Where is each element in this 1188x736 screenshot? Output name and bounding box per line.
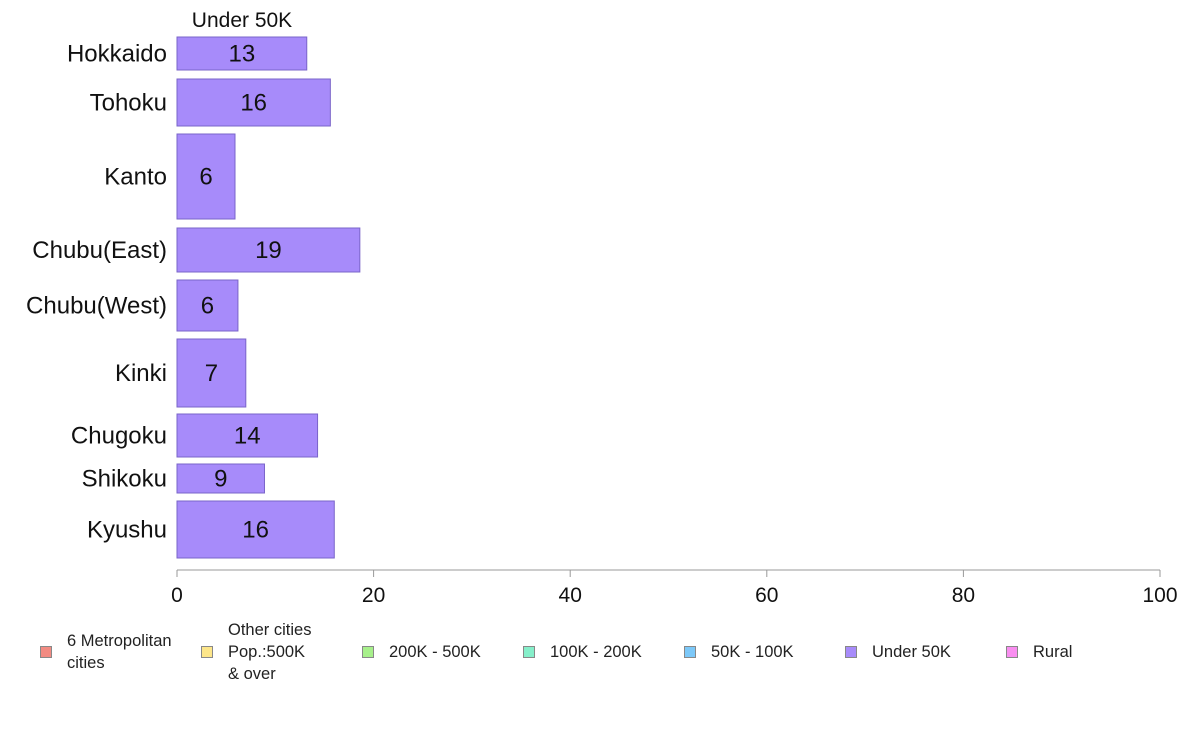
legend-label: 6 Metropolitan cities: [67, 632, 172, 672]
x-tick-label: 60: [755, 584, 778, 607]
legend: 6 Metropolitan cities Other cities Pop.:5…: [0, 618, 1188, 698]
legend-label: Other cities Pop.:500K & over: [228, 621, 312, 683]
legend-item: 100K - 200K: [523, 618, 642, 686]
bar: [176, 78, 331, 127]
legend-item: Rural: [1006, 618, 1072, 686]
bar: [176, 133, 236, 220]
bar-value-label: 19: [255, 237, 282, 264]
bar-value-label: 16: [240, 90, 267, 117]
x-tick-label: 100: [1142, 584, 1177, 607]
legend-item: 6 Metropolitan cities: [40, 618, 172, 686]
bar-value-label: 6: [201, 293, 214, 320]
bar-value-label: 7: [205, 360, 218, 387]
category-label: Shikoku: [82, 466, 167, 493]
bar: [176, 227, 361, 273]
legend-label: 200K - 500K: [389, 643, 481, 661]
category-label: Kinki: [115, 360, 167, 387]
x-tick-label: 20: [362, 584, 385, 607]
legend-item: 200K - 500K: [362, 618, 481, 686]
legend-item: 50K - 100K: [684, 618, 794, 686]
bar-chart: Under 50K Hokkaido 13 Tohoku 16 Kanto 6 Chubu(…: [26, 9, 1178, 607]
legend-label: Rural: [1033, 643, 1073, 661]
category-label: Tohoku: [90, 90, 167, 117]
x-tick-label: 80: [952, 584, 975, 607]
bar: [176, 279, 239, 332]
bar: [176, 338, 247, 408]
legend-swatch: [362, 646, 374, 658]
category-label: Chubu(East): [32, 237, 167, 264]
legend-label: Under 50K: [872, 643, 951, 661]
legend-swatch: [684, 646, 696, 658]
legend-swatch: [845, 646, 857, 658]
legend-swatch: [523, 646, 535, 658]
bar-value-label: 9: [214, 466, 227, 493]
legend-item: Under 50K: [845, 618, 951, 686]
bar-value-label: 13: [229, 41, 256, 68]
bar: [176, 463, 265, 494]
category-label: Kyushu: [87, 517, 167, 544]
bar-value-label: 14: [234, 423, 261, 450]
legend-swatch: [201, 646, 213, 658]
category-label: Kanto: [104, 164, 167, 191]
bar: [176, 36, 308, 71]
legend-label: 100K - 200K: [550, 643, 642, 661]
legend-swatch: [40, 646, 52, 658]
x-tick-label: 0: [171, 584, 183, 607]
category-label: Chugoku: [71, 423, 167, 450]
bars-layer: Hokkaido 13 Tohoku 16 Kanto 6 Chubu(East) 19 Chu…: [26, 36, 361, 559]
bar-value-label: 6: [199, 164, 212, 191]
x-tick-label: 40: [559, 584, 582, 607]
category-label: Chubu(West): [26, 293, 167, 320]
bar: [176, 500, 335, 559]
legend-label: 50K - 100K: [711, 643, 794, 661]
x-axis: 0 20 40 60 80 100: [171, 569, 1178, 607]
bar-value-label: 16: [242, 517, 269, 544]
category-label: Hokkaido: [67, 41, 167, 68]
bar: [176, 413, 319, 458]
legend-swatch: [1006, 646, 1018, 658]
legend-item: Other cities Pop.:500K & over: [201, 618, 311, 686]
chart-title: Under 50K: [192, 9, 292, 32]
